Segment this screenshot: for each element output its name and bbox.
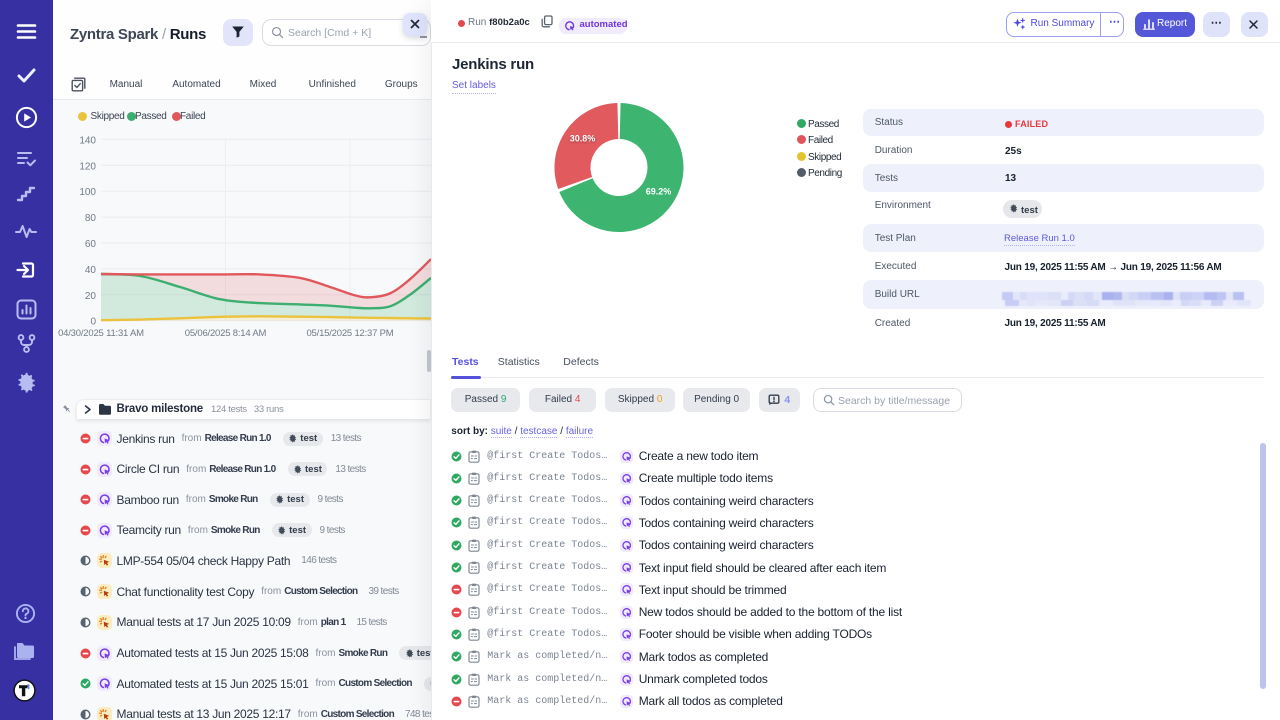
svg-text:30.8%: 30.8% — [570, 134, 596, 144]
svg-text:140: 140 — [79, 135, 96, 146]
svg-text:80: 80 — [85, 213, 97, 224]
svg-text:69.2%: 69.2% — [646, 186, 672, 196]
svg-text:60: 60 — [85, 239, 97, 250]
svg-text:100: 100 — [79, 187, 96, 198]
svg-text:0: 0 — [90, 317, 96, 328]
svg-text:120: 120 — [79, 161, 96, 172]
svg-text:20: 20 — [85, 291, 97, 302]
svg-text:40: 40 — [85, 265, 97, 276]
